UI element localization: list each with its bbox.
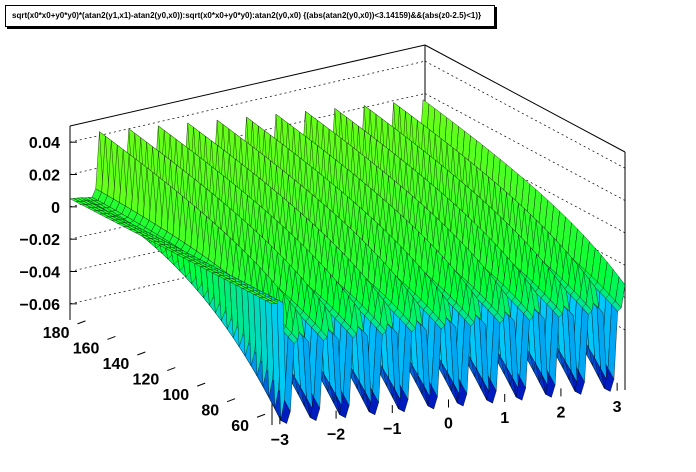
x-tick-label: 3 bbox=[613, 399, 622, 416]
y-tick bbox=[107, 335, 116, 340]
surface-cell bbox=[615, 276, 626, 309]
y-tick bbox=[226, 398, 236, 403]
x-tick-label: 2 bbox=[556, 404, 565, 421]
surface-mesh bbox=[69, 99, 626, 424]
x-tick-label: 0 bbox=[444, 416, 453, 433]
x-tick-label: −3 bbox=[271, 432, 289, 449]
y-tick bbox=[256, 413, 266, 418]
axis-ticks bbox=[70, 141, 618, 425]
x-tick-label: −2 bbox=[327, 427, 345, 444]
z-tick-label: 0.04 bbox=[29, 135, 60, 152]
y-tick-label: 160 bbox=[73, 340, 100, 357]
y-tick-label: 140 bbox=[103, 356, 130, 373]
grid-line bbox=[69, 190, 426, 272]
y-tick-label: 80 bbox=[201, 403, 219, 420]
grid-line bbox=[69, 222, 426, 305]
box-edge bbox=[424, 44, 626, 153]
y-tick bbox=[137, 351, 146, 356]
grid-line bbox=[69, 60, 426, 143]
z-tick-label: 0 bbox=[51, 200, 60, 217]
chart-title: sqrt(x0*x0+y0*y0)*(atan2(y1,x1)-atan2(y0… bbox=[5, 5, 495, 27]
x-tick-label: −1 bbox=[383, 421, 401, 438]
tick-labels: −0.06 −0.04 −0.02 0 0.02 0.04 −3 −2 −1 0 1 2 3 60 80 10… bbox=[20, 135, 622, 449]
box-edge bbox=[69, 44, 426, 127]
z-tick-label: −0.06 bbox=[20, 297, 61, 314]
y-tick-label: 60 bbox=[231, 418, 249, 435]
z-tick-label: −0.04 bbox=[20, 265, 61, 282]
z-tick-label: 0.02 bbox=[29, 168, 60, 185]
y-tick-label: 120 bbox=[133, 372, 160, 389]
y-tick bbox=[77, 320, 86, 325]
y-tick-label: 180 bbox=[43, 325, 70, 342]
x-tick-label: 1 bbox=[500, 410, 509, 427]
y-tick-label: 100 bbox=[162, 387, 189, 404]
y-tick bbox=[167, 367, 176, 372]
y-tick bbox=[197, 382, 206, 387]
z-tick-label: −0.02 bbox=[20, 232, 61, 249]
